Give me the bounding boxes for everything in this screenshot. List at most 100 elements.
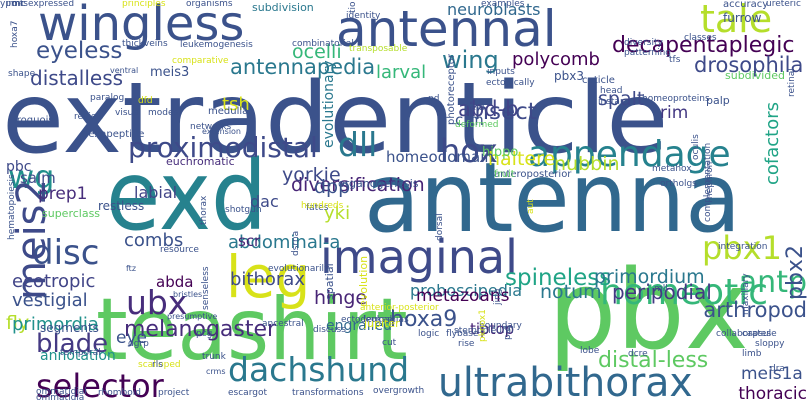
cloud-word: modes xyxy=(148,108,179,118)
cloud-word: rim xyxy=(660,103,689,123)
cloud-word: trunk xyxy=(202,352,226,362)
cloud-word: pbx1 xyxy=(702,229,782,267)
cloud-word: dgrp xyxy=(128,339,149,349)
cloud-word: notum xyxy=(540,281,602,303)
cloud-word: rise xyxy=(458,339,475,349)
cloud-word: presumptive xyxy=(167,312,218,321)
cloud-word: euchromatic xyxy=(166,155,235,168)
cloud-word: larval xyxy=(376,62,427,83)
cloud-word: polycomb xyxy=(512,49,600,70)
cloud-word: oculis xyxy=(691,134,701,160)
cloud-word: antp xyxy=(738,265,807,300)
cloud-word: tiptop xyxy=(470,320,515,338)
cloud-word: pbx3 xyxy=(554,69,584,83)
cloud-word: ureteric xyxy=(766,0,801,9)
cloud-word: ftz xyxy=(126,264,137,273)
cloud-word: imaginal xyxy=(320,230,518,284)
cloud-word: dll xyxy=(338,125,378,164)
cloud-word: labial xyxy=(134,183,178,202)
cloud-word: field xyxy=(465,103,485,113)
cloud-word: photoreceptor xyxy=(446,53,457,125)
cloud-word: abd-b xyxy=(458,97,519,121)
cloud-word: insect xyxy=(468,99,537,125)
cloud-word: ectopically xyxy=(486,78,535,88)
cloud-word: antenna xyxy=(364,142,742,254)
cloud-word: rhomboid xyxy=(98,388,141,398)
cloud-word: transposable xyxy=(349,44,408,54)
cloud-word: fates xyxy=(306,203,329,213)
cloud-word: ocelli xyxy=(292,41,342,63)
cloud-word: paralog xyxy=(90,93,125,103)
cloud-word: hox xyxy=(440,132,498,170)
cloud-word: head xyxy=(600,86,623,96)
cloud-word: antennapedia xyxy=(230,55,376,79)
cloud-word: dcre xyxy=(628,349,648,359)
cloud-word: leg xyxy=(226,243,311,311)
cloud-word: hoxa7 xyxy=(10,20,20,48)
cloud-word: misexpressed xyxy=(12,0,75,9)
cloud-word: boundary xyxy=(479,321,522,331)
cloud-word: hematopoiesis xyxy=(7,174,17,240)
cloud-word: p-d xyxy=(503,325,513,340)
cloud-word: pbx2 xyxy=(783,245,808,300)
cloud-word: appendage xyxy=(528,134,731,175)
cloud-word: identity xyxy=(346,11,381,21)
cloud-word: accuracy xyxy=(723,0,769,10)
cloud-word: hoxa9 xyxy=(390,307,458,332)
cloud-word: ultrabithorax xyxy=(438,360,693,404)
cloud-word: diversity xyxy=(624,38,663,48)
cloud-word: ortholgs xyxy=(660,179,697,189)
cloud-word: transformations xyxy=(292,388,364,398)
cloud-word: maxillary xyxy=(741,273,751,315)
cloud-word: ypmf xyxy=(0,0,23,9)
cloud-word: homeodomain xyxy=(386,148,494,166)
cloud-word: escargot xyxy=(228,388,267,398)
cloud-word: prep1 xyxy=(38,184,88,204)
cloud-word: meis3 xyxy=(150,65,190,80)
cloud-word: spalt xyxy=(598,88,645,110)
cloud-word: restless xyxy=(98,199,145,213)
cloud-word: exd xyxy=(106,140,268,252)
cloud-word: superclass xyxy=(42,207,101,220)
cloud-word: examples xyxy=(481,0,525,9)
cloud-word: nephron xyxy=(705,161,715,199)
cloud-word: sternopleural xyxy=(454,326,514,336)
cloud-word: wg xyxy=(8,158,55,196)
cloud-word: flybase xyxy=(446,329,479,339)
cloud-word: tio xyxy=(348,1,358,13)
cloud-word: thorax xyxy=(199,195,209,225)
cloud-word: decapentaplegic xyxy=(612,33,795,58)
cloud-word: deformed xyxy=(455,120,499,130)
cloud-word: haltere xyxy=(488,148,556,170)
cloud-word: spineless xyxy=(505,265,612,291)
cloud-word: overgrowth xyxy=(373,386,425,396)
cloud-word: diversification xyxy=(291,174,425,196)
cloud-word: dfd xyxy=(138,96,153,106)
cloud-word: hinge xyxy=(314,287,368,309)
cloud-word: combs xyxy=(124,230,184,251)
cloud-word: neuroblasts xyxy=(447,0,541,19)
cloud-word: classes xyxy=(684,33,717,43)
cloud-word: tsh xyxy=(222,94,250,115)
cloud-word: leukemogenesis xyxy=(180,40,253,50)
cloud-word: principles xyxy=(122,0,166,9)
cloud-word: metazoans xyxy=(416,286,510,306)
cloud-word: extension xyxy=(202,127,241,136)
cloud-word: pknox1 xyxy=(478,309,488,342)
cloud-word: aut xyxy=(526,199,536,214)
cloud-word: abdominal-a xyxy=(228,232,341,253)
cloud-word: scalloped xyxy=(138,360,181,370)
cloud-word: capsule xyxy=(742,329,777,339)
cloud-word: meis1a xyxy=(741,364,803,384)
cloud-word: annotation xyxy=(40,348,116,364)
cloud-word: ommatidia xyxy=(36,393,85,403)
cloud-word: palp xyxy=(706,94,730,107)
cloud-word: temporal xyxy=(60,348,101,358)
cloud-word: dac xyxy=(250,192,279,211)
cloud-word: extradenticle xyxy=(2,62,669,176)
cloud-word: dachshund xyxy=(228,350,410,389)
cloud-word: primordium xyxy=(594,266,705,288)
cloud-word: cut xyxy=(382,338,397,348)
cloud-word: eyeless xyxy=(36,38,123,64)
cloud-word: combinatorial xyxy=(292,39,354,49)
